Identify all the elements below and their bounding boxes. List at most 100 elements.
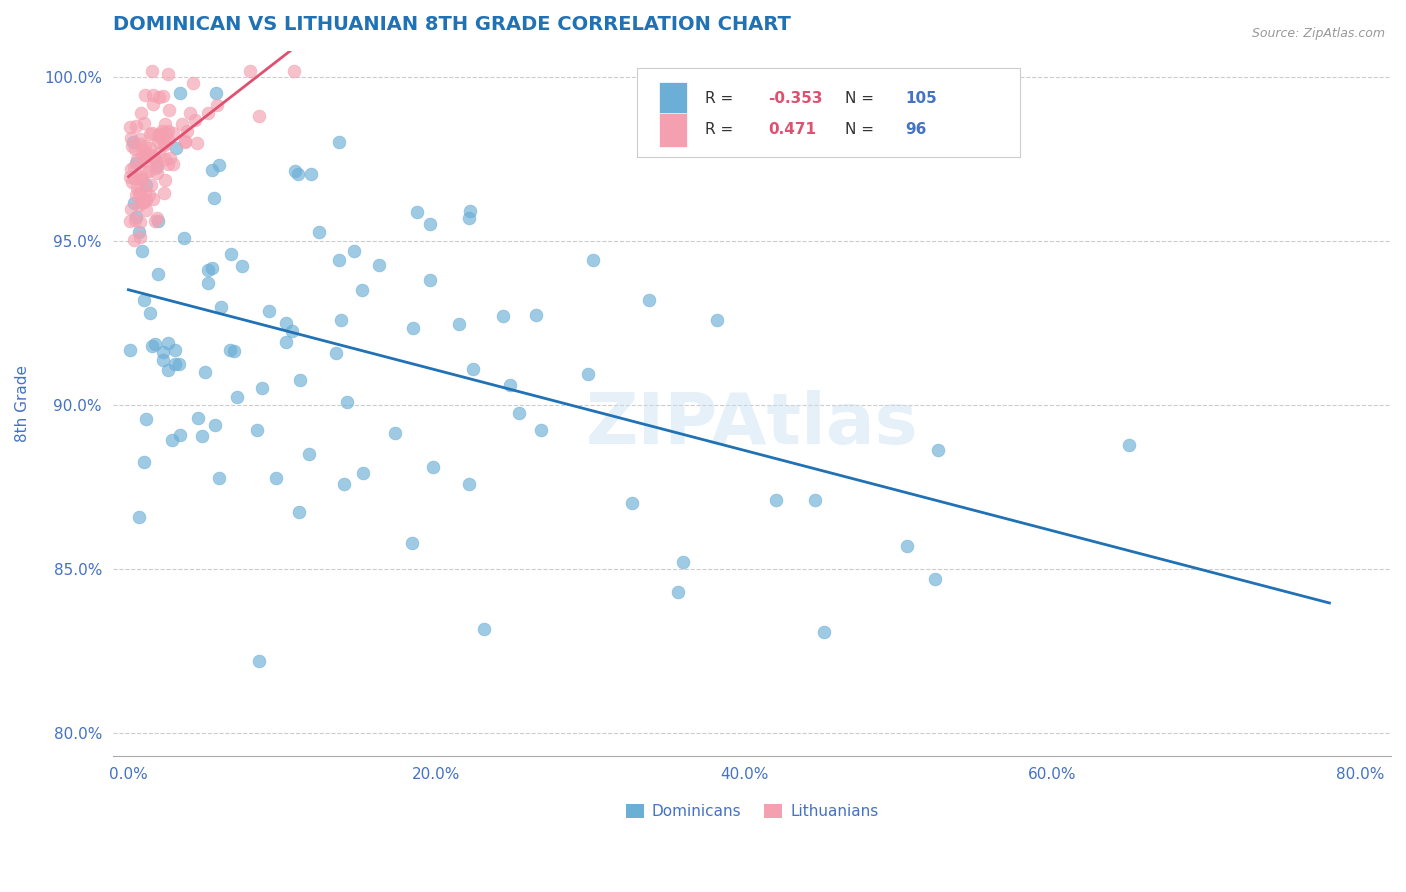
Point bbox=[142, 87, 165, 102]
Point bbox=[276, 334, 298, 349]
Point bbox=[122, 135, 145, 149]
Text: Source: ZipAtlas.com: Source: ZipAtlas.com bbox=[1251, 27, 1385, 40]
Text: ZIPAtlas: ZIPAtlas bbox=[586, 390, 918, 458]
Point bbox=[208, 470, 231, 484]
Point bbox=[132, 154, 155, 169]
Point bbox=[132, 195, 155, 210]
Point bbox=[141, 63, 163, 78]
Text: R =: R = bbox=[704, 91, 738, 106]
Point bbox=[138, 164, 160, 178]
Point bbox=[530, 423, 553, 437]
Point bbox=[165, 357, 187, 371]
Point bbox=[152, 137, 174, 152]
Point bbox=[145, 155, 167, 169]
Point bbox=[508, 406, 530, 420]
Point bbox=[352, 467, 374, 481]
Point bbox=[156, 336, 179, 351]
Point bbox=[139, 178, 162, 192]
Point bbox=[134, 139, 156, 153]
Bar bbox=[658, 82, 686, 116]
Point bbox=[524, 308, 547, 322]
Point bbox=[131, 244, 153, 258]
Point bbox=[201, 162, 224, 177]
Y-axis label: 8th Grade: 8th Grade bbox=[15, 365, 30, 442]
Point bbox=[666, 585, 689, 599]
Point bbox=[247, 109, 270, 123]
Point bbox=[329, 313, 352, 327]
Point bbox=[120, 131, 142, 145]
FancyBboxPatch shape bbox=[637, 69, 1021, 156]
Point bbox=[129, 230, 152, 244]
Point bbox=[163, 343, 186, 358]
Point bbox=[141, 126, 163, 140]
Point bbox=[153, 136, 176, 151]
Point bbox=[134, 150, 156, 164]
Point bbox=[145, 161, 167, 176]
Point bbox=[247, 654, 270, 668]
Point bbox=[156, 124, 179, 138]
Point bbox=[181, 76, 204, 90]
Point bbox=[135, 145, 157, 160]
Point bbox=[458, 211, 481, 226]
Point bbox=[152, 353, 174, 368]
Point bbox=[184, 112, 207, 127]
Point bbox=[176, 123, 198, 137]
Point bbox=[201, 260, 224, 275]
Point bbox=[146, 159, 169, 173]
Point bbox=[896, 539, 918, 553]
Point bbox=[190, 429, 212, 443]
Point bbox=[120, 214, 142, 228]
Point bbox=[402, 320, 425, 334]
Point bbox=[128, 509, 150, 524]
Point bbox=[120, 161, 142, 176]
Point bbox=[457, 477, 479, 491]
Point bbox=[157, 132, 180, 146]
Point bbox=[290, 373, 312, 387]
Point bbox=[222, 343, 245, 358]
Point bbox=[219, 247, 242, 261]
Point bbox=[281, 324, 304, 338]
Point bbox=[252, 381, 274, 395]
Point bbox=[156, 362, 179, 376]
Point bbox=[231, 260, 253, 274]
Point bbox=[118, 120, 141, 134]
Point bbox=[135, 203, 157, 218]
Point bbox=[131, 147, 153, 161]
Point bbox=[156, 67, 179, 81]
Point bbox=[139, 305, 162, 319]
Point bbox=[804, 493, 827, 508]
Point bbox=[148, 127, 170, 141]
Point bbox=[131, 106, 153, 120]
Point bbox=[134, 185, 156, 199]
Point bbox=[368, 258, 391, 272]
Point bbox=[207, 97, 229, 112]
Point bbox=[179, 105, 201, 120]
Point bbox=[499, 378, 522, 392]
Text: 0.471: 0.471 bbox=[769, 122, 817, 137]
Point bbox=[162, 127, 184, 141]
Point bbox=[299, 167, 322, 181]
Point bbox=[461, 362, 484, 376]
Point bbox=[125, 210, 148, 224]
Point bbox=[637, 293, 659, 308]
Point bbox=[121, 175, 143, 189]
Point bbox=[128, 225, 150, 239]
Point bbox=[621, 495, 644, 509]
Point bbox=[174, 134, 197, 148]
Point bbox=[209, 300, 232, 314]
Point bbox=[139, 140, 162, 154]
Point bbox=[419, 273, 441, 287]
Point bbox=[328, 135, 350, 149]
Point bbox=[129, 215, 152, 229]
Point bbox=[333, 477, 356, 491]
Point bbox=[132, 144, 155, 158]
Text: 105: 105 bbox=[905, 91, 938, 106]
Point bbox=[122, 160, 145, 174]
Point bbox=[143, 337, 166, 351]
Point bbox=[582, 253, 605, 268]
Text: DOMINICAN VS LITHUANIAN 8TH GRADE CORRELATION CHART: DOMINICAN VS LITHUANIAN 8TH GRADE CORREL… bbox=[112, 15, 790, 34]
Point bbox=[135, 193, 157, 207]
Point bbox=[406, 204, 429, 219]
Point bbox=[124, 233, 146, 247]
Point bbox=[153, 117, 176, 131]
